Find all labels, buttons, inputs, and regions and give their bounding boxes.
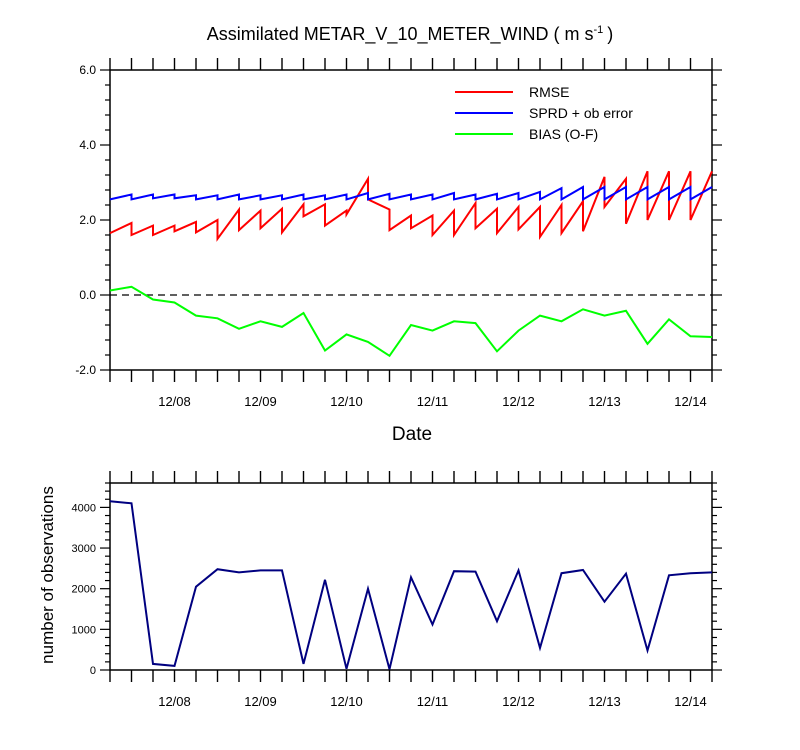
bottom-y-tick-label: 4000 <box>72 502 96 514</box>
top-series-line-0 <box>109 170 713 242</box>
x-axis-label: Date <box>392 424 432 445</box>
bottom-x-tick-label: 12/09 <box>244 694 277 709</box>
top-series-line-1 <box>109 185 713 202</box>
bottom-panel: 12/08 12/09 12/10 12/11 12/12 12/13 12/14 0 1000… <box>72 471 722 709</box>
bottom-x-tick-label: 12/14 <box>674 694 707 709</box>
top-y-tick-label: 4.0 <box>79 138 96 152</box>
y-axis-label: number of observations <box>38 486 57 664</box>
top-x-tick-label: 12/09 <box>244 394 277 409</box>
top-y-tick-label: 6.0 <box>79 63 96 77</box>
top-x-tick-label: 12/12 <box>502 394 535 409</box>
top-x-tick-label: 12/14 <box>674 394 707 409</box>
top-panel: 12/08 12/09 12/10 12/11 12/12 12/13 12/14 -2.0 0… <box>75 58 722 409</box>
top-x-tick-label: 12/08 <box>158 394 191 409</box>
top-x-tick-label: 12/13 <box>588 394 621 409</box>
bottom-x-tick-label: 12/12 <box>502 694 535 709</box>
bottom-y-tick-label: 3000 <box>72 543 96 555</box>
bottom-x-tick-label: 12/11 <box>417 694 449 709</box>
top-x-tick-label: 12/10 <box>330 394 363 409</box>
bottom-x-tick-label: 12/13 <box>588 694 621 709</box>
bottom-x-tick-label: 12/08 <box>158 694 191 709</box>
chart-title: Assimilated METAR_V_10_METER_WIND ( m s-… <box>207 24 614 45</box>
bottom-y-tick-label: 1000 <box>72 624 96 636</box>
bottom-series-line-0 <box>109 500 713 670</box>
bottom-y-tick-label: 0 <box>90 665 96 677</box>
legend-label-0: RMSE <box>529 84 569 100</box>
top-x-tick-label: 12/11 <box>417 394 449 409</box>
legend-label-1: SPRD + ob error <box>529 105 633 121</box>
top-y-tick-label: -2.0 <box>75 363 96 377</box>
bottom-x-tick-label: 12/10 <box>330 694 363 709</box>
top-y-tick-label: 2.0 <box>79 213 96 227</box>
legend-label-2: BIAS (O-F) <box>529 126 598 142</box>
top-y-tick-label: 0.0 <box>79 288 96 302</box>
bottom-y-tick-label: 2000 <box>72 584 96 596</box>
top-series-line-2 <box>109 285 713 358</box>
